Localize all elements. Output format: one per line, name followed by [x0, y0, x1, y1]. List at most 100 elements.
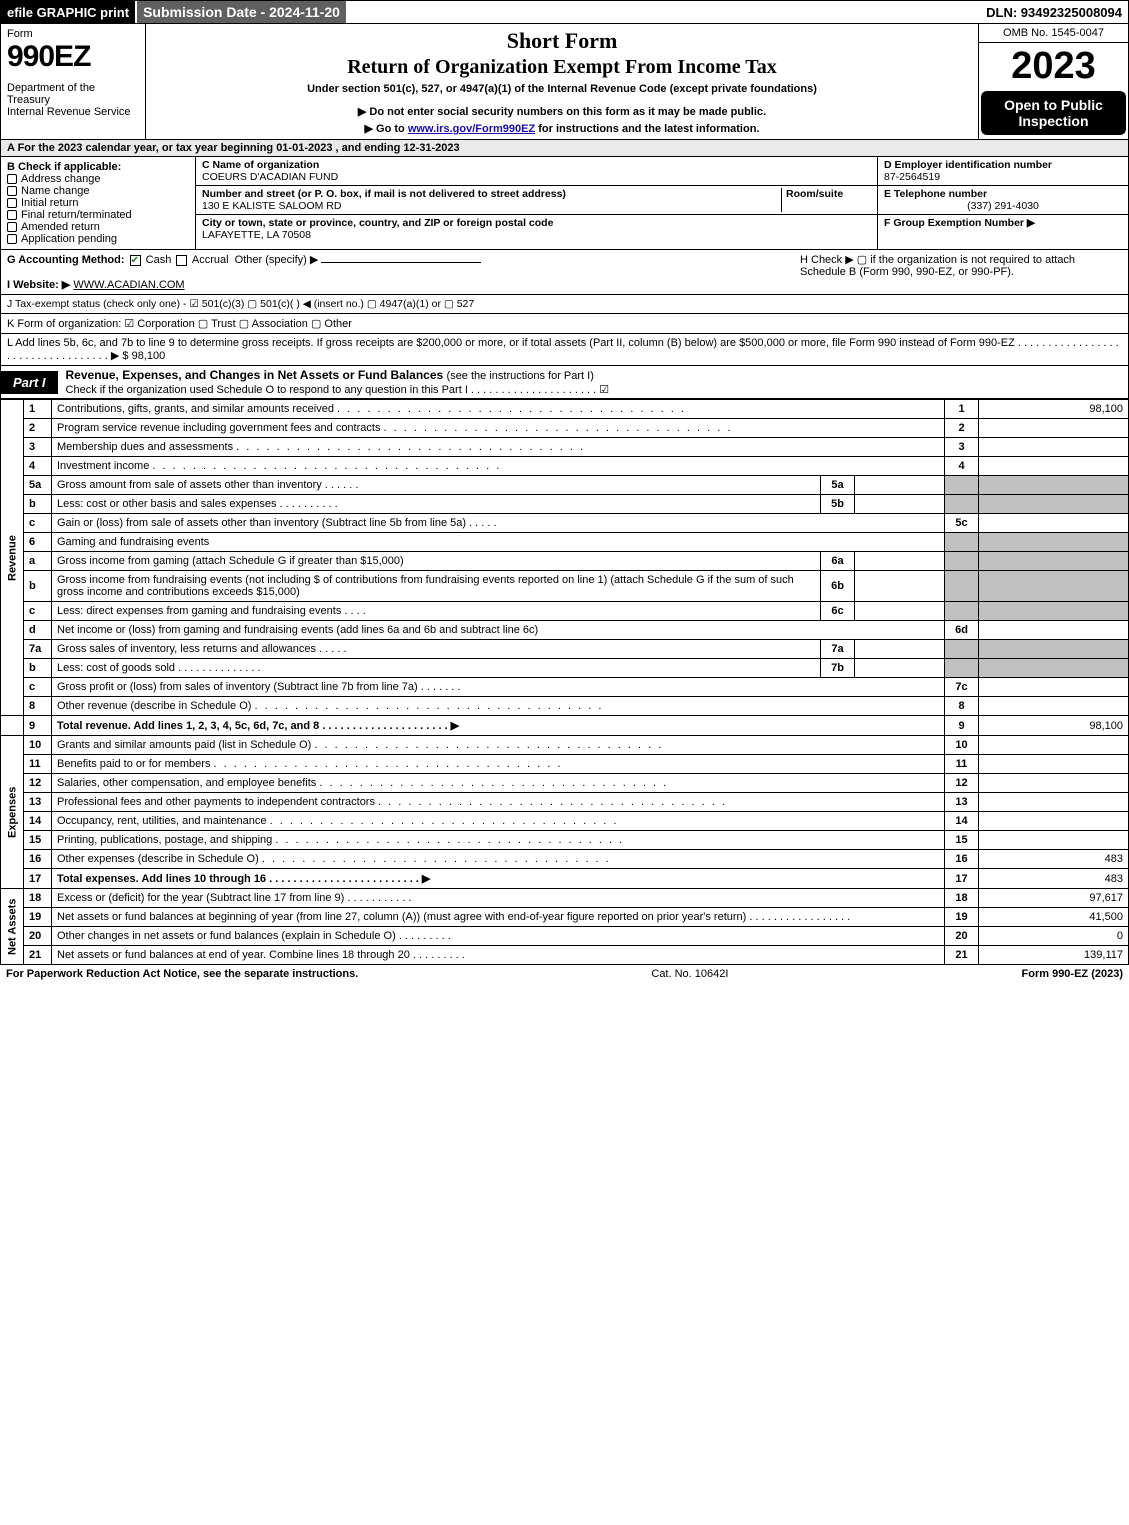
part1-title-text: Revenue, Expenses, and Changes in Net As… [66, 368, 444, 382]
line-desc: Other expenses (describe in Schedule O) [57, 853, 259, 865]
line-desc: Less: cost of goods sold [57, 662, 175, 674]
line-desc: Occupancy, rent, utilities, and maintena… [57, 815, 267, 827]
table-row: 13 Professional fees and other payments … [1, 793, 1129, 812]
col-d: D Employer identification number 87-2564… [878, 157, 1128, 249]
grey-cell [979, 495, 1129, 514]
line-num: 11 [24, 755, 52, 774]
line-num: 14 [24, 812, 52, 831]
k-row: K Form of organization: ☑ Corporation ▢ … [0, 314, 1129, 334]
line-ref: 14 [945, 812, 979, 831]
grey-cell [945, 552, 979, 571]
checkbox-icon[interactable] [7, 210, 17, 220]
line-ref: 2 [945, 419, 979, 438]
line-desc: Grants and similar amounts paid (list in… [57, 739, 311, 751]
checkbox-icon[interactable] [7, 198, 17, 208]
grey-cell [945, 602, 979, 621]
ein-value: 87-2564519 [884, 171, 940, 183]
grey-cell [945, 476, 979, 495]
line-amt [979, 831, 1129, 850]
grey-cell [979, 640, 1129, 659]
l-text: L Add lines 5b, 6c, and 7b to line 9 to … [7, 337, 1119, 362]
grey-cell [945, 495, 979, 514]
col-b: B Check if applicable: Address change Na… [1, 157, 196, 249]
sub-ref: 5a [821, 476, 855, 495]
b-opt-3-text: Final return/terminated [21, 209, 132, 221]
part1-title: Revenue, Expenses, and Changes in Net As… [58, 366, 1128, 398]
addr-label: Number and street (or P. O. box, if mail… [202, 188, 566, 200]
table-row: 17 Total expenses. Add lines 10 through … [1, 869, 1129, 889]
footer-right: Form 990-EZ (2023) [1022, 968, 1123, 980]
line-desc: Total expenses. Add lines 10 through 16 … [57, 873, 430, 885]
checkbox-cash-icon[interactable] [130, 255, 141, 266]
top-bar: efile GRAPHIC print Submission Date - 20… [0, 0, 1129, 24]
b-opt-0-text: Address change [21, 173, 101, 185]
line-desc: Membership dues and assessments [57, 441, 233, 453]
line-num: c [24, 602, 52, 621]
line-desc: Total revenue. Add lines 1, 2, 3, 4, 5c,… [57, 720, 459, 732]
table-row: 21 Net assets or fund balances at end of… [1, 946, 1129, 965]
grey-cell [945, 659, 979, 678]
line-desc: Investment income [57, 460, 149, 472]
line-ref: 20 [945, 927, 979, 946]
tel-value: (337) 291-4030 [884, 200, 1122, 212]
table-row: 12 Salaries, other compensation, and emp… [1, 774, 1129, 793]
d-grp-cell: F Group Exemption Number ▶ [878, 215, 1128, 231]
sub-ref: 7b [821, 659, 855, 678]
grey-cell [945, 533, 979, 552]
footer-mid: Cat. No. 10642I [651, 968, 728, 980]
line-amt: 98,100 [979, 716, 1129, 736]
line-desc: Professional fees and other payments to … [57, 796, 375, 808]
i-label: I Website: ▶ [7, 279, 70, 291]
checkbox-icon[interactable] [7, 174, 17, 184]
table-row: 3 Membership dues and assessments 3 [1, 438, 1129, 457]
line-amt [979, 621, 1129, 640]
website-value[interactable]: WWW.ACADIAN.COM [73, 279, 184, 291]
checkbox-icon[interactable] [7, 222, 17, 232]
line-desc: Less: cost or other basis and sales expe… [57, 498, 277, 510]
line-ref: 5c [945, 514, 979, 533]
line-desc: Gain or (loss) from sale of assets other… [57, 517, 466, 529]
line-amt [979, 697, 1129, 716]
line-ref: 21 [945, 946, 979, 965]
sub-amt [855, 659, 945, 678]
part1-sub: Check if the organization used Schedule … [66, 384, 610, 396]
sub-ref: 6a [821, 552, 855, 571]
line-desc: Gross profit or (loss) from sales of inv… [57, 681, 418, 693]
g-other: Other (specify) ▶ [235, 254, 319, 266]
subtitle-1: Under section 501(c), 527, or 4947(a)(1)… [154, 83, 970, 95]
line-ref: 1 [945, 400, 979, 419]
line-ref: 16 [945, 850, 979, 869]
line-desc: Gross income from gaming (attach Schedul… [52, 552, 821, 571]
table-row: 8 Other revenue (describe in Schedule O)… [1, 697, 1129, 716]
checkbox-icon[interactable] [7, 234, 17, 244]
sub-amt [855, 476, 945, 495]
omb-number: OMB No. 1545-0047 [979, 24, 1128, 43]
line-ref: 12 [945, 774, 979, 793]
line-num: 18 [24, 889, 52, 908]
line-ref: 19 [945, 908, 979, 927]
table-row: b Less: cost of goods sold . . . . . . .… [1, 659, 1129, 678]
checkbox-icon[interactable] [7, 186, 17, 196]
table-row: 16 Other expenses (describe in Schedule … [1, 850, 1129, 869]
table-row: 2 Program service revenue including gove… [1, 419, 1129, 438]
checkbox-accrual-icon[interactable] [176, 255, 187, 266]
table-row: 4 Investment income 4 [1, 457, 1129, 476]
sub-amt [855, 552, 945, 571]
line-desc: Excess or (deficit) for the year (Subtra… [57, 892, 344, 904]
line-ref: 6d [945, 621, 979, 640]
ein-label: D Employer identification number [884, 159, 1052, 171]
header-right: OMB No. 1545-0047 2023 Open to Public In… [978, 24, 1128, 139]
line-num: 5a [24, 476, 52, 495]
line-num: 21 [24, 946, 52, 965]
open-to-public: Open to Public Inspection [981, 91, 1126, 135]
line-amt: 139,117 [979, 946, 1129, 965]
subtitle-3: ▶ Go to www.irs.gov/Form990EZ for instru… [154, 122, 970, 135]
line-amt [979, 755, 1129, 774]
line-ref: 3 [945, 438, 979, 457]
irs-link[interactable]: www.irs.gov/Form990EZ [408, 123, 535, 135]
line-amt [979, 678, 1129, 697]
form-word: Form [7, 28, 139, 40]
line-num: 3 [24, 438, 52, 457]
line-num: 10 [24, 736, 52, 755]
c-addr-cell: Number and street (or P. O. box, if mail… [196, 186, 877, 215]
